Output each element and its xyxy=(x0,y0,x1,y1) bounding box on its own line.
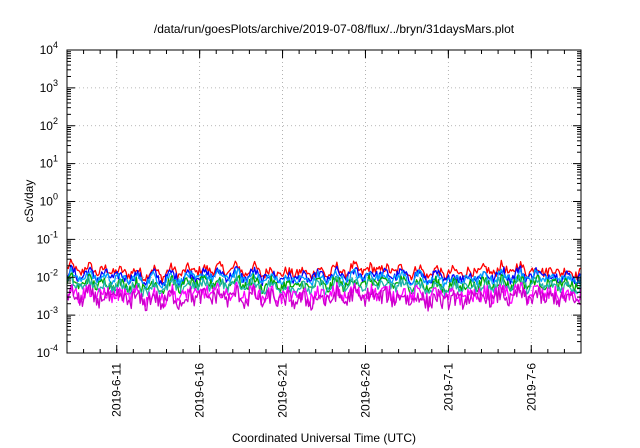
series-line-6 xyxy=(66,283,581,312)
x-axis-label: Coordinated Universal Time (UTC) xyxy=(232,431,416,445)
x-tick-label: 2019-6-21 xyxy=(276,363,290,418)
y-tick-label: 10-3 xyxy=(37,305,58,322)
x-tick-label: 2019-7-1 xyxy=(441,363,455,411)
y-tick-label: 104 xyxy=(40,40,58,57)
x-tick-label: 2019-7-6 xyxy=(524,363,538,411)
y-tick-label: 101 xyxy=(40,154,58,171)
y-tick-label: 102 xyxy=(40,116,58,133)
grid xyxy=(67,50,581,353)
series-line-2 xyxy=(66,267,582,289)
series-lines xyxy=(66,258,582,312)
y-tick-label: 10-1 xyxy=(37,229,58,246)
ticks xyxy=(66,49,582,354)
y-tick-label: 10-2 xyxy=(37,267,58,284)
x-tick-label: 2019-6-11 xyxy=(110,363,124,417)
chart-title: /data/run/goesPlots/archive/2019-07-08/f… xyxy=(154,22,515,36)
x-tick-label: 2019-6-16 xyxy=(193,363,207,418)
y-tick-label: 103 xyxy=(40,78,58,95)
y-tick-label: 100 xyxy=(40,192,58,209)
y-axis-label: cSv/day xyxy=(22,180,36,223)
y-tick-label: 10-4 xyxy=(37,343,58,360)
x-tick-labels: 2019-6-11 2019-6-16 2019-6-21 2019-6-26 2019… xyxy=(110,363,539,418)
x-tick-label: 2019-6-26 xyxy=(358,363,372,418)
y-tick-labels: 10-4 10-3 10-2 10-1 100 101 102 103 104 xyxy=(37,40,58,360)
